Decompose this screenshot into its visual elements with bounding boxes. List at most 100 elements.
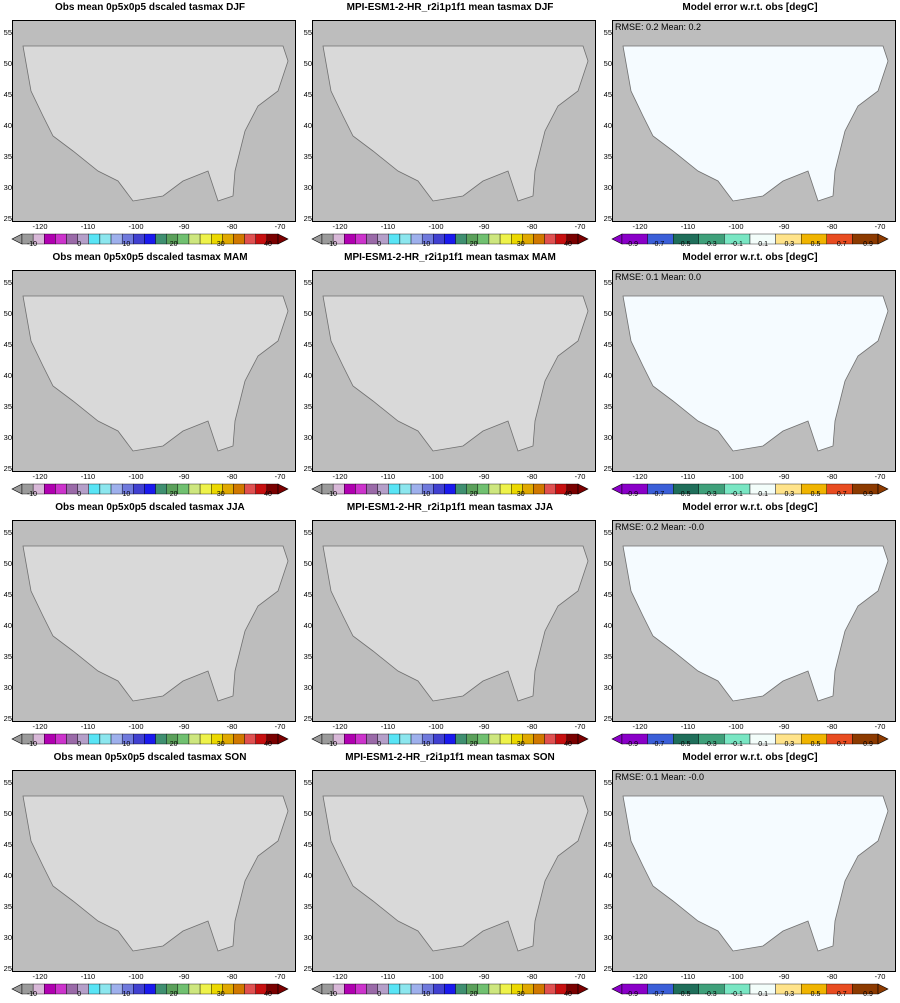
colorbar	[11, 233, 289, 245]
colorbar-swatch	[55, 733, 67, 745]
colorbar-tick-label: 0	[377, 491, 382, 498]
colorbar-tick-label: -0.9	[625, 741, 639, 748]
map-plot-area	[312, 520, 596, 722]
lat-tick-label: 45	[3, 840, 12, 849]
colorbar-tick-label: -0.9	[625, 491, 639, 498]
lat-tick-label: 50	[3, 309, 12, 318]
lon-tick-label: -80	[526, 222, 538, 231]
lat-tick-label: 35	[303, 152, 312, 161]
lon-tick-label: -80	[826, 222, 838, 231]
lat-tick-label: 50	[3, 809, 12, 818]
colorbar-under-arrow	[611, 483, 623, 495]
lat-tick-label: 50	[3, 559, 12, 568]
colorbar-tick-label: -0.7	[652, 491, 665, 498]
lat-tick-label: 25	[3, 464, 12, 473]
map-panel-err-2: Model error w.r.t. obs [degC] RMSE: 0.2 M…	[600, 500, 900, 750]
colorbar-tick-label: -0.1	[730, 241, 743, 248]
lon-tick-label: -70	[574, 722, 586, 731]
colorbar-under-arrow	[311, 233, 323, 245]
lat-tick-label: 25	[603, 714, 612, 723]
colorbar-swatch	[533, 983, 545, 995]
colorbar-swatch	[199, 733, 212, 745]
panel-title: Obs mean 0p5x0p5 dscaled tasmax JJA	[55, 502, 245, 513]
lat-tick-label: 55	[3, 778, 12, 787]
lon-tick-label: -90	[778, 722, 790, 731]
colorbar-swatch	[44, 983, 56, 995]
lat-tick-label: 45	[3, 590, 12, 599]
lat-tick-label: 40	[603, 121, 612, 130]
lon-tick-label: -120	[632, 722, 648, 731]
colorbar	[311, 233, 589, 245]
colorbar-swatch	[444, 983, 456, 995]
panel-title: Model error w.r.t. obs [degC]	[682, 752, 818, 763]
colorbar-tick-label: 0	[377, 741, 382, 748]
colorbar-tick-label: 0.9	[863, 991, 873, 998]
lon-tick-label: -110	[380, 472, 396, 481]
colorbar-tick-label: -0.5	[678, 741, 691, 748]
lat-tick-label: 35	[3, 902, 12, 911]
lat-tick-label: 40	[303, 871, 312, 880]
colorbar-tick-label: -0.7	[652, 991, 665, 998]
land-outline	[322, 795, 589, 952]
colorbar-swatch	[488, 233, 501, 245]
colorbar-under-arrow	[11, 233, 23, 245]
lon-tick-label: -80	[226, 472, 238, 481]
lat-tick-label: 50	[303, 809, 312, 818]
colorbar-over-arrow	[577, 983, 589, 995]
map-plot-area	[12, 270, 296, 472]
lat-tick-label: 25	[303, 964, 312, 973]
lat-tick-label: 35	[3, 152, 12, 161]
lat-tick-label: 30	[603, 933, 612, 942]
colorbar-swatch	[355, 983, 367, 995]
lon-tick-label: -110	[680, 472, 696, 481]
map-panel-err-1: Model error w.r.t. obs [degC] RMSE: 0.1 M…	[600, 250, 900, 500]
lon-tick-label: -70	[574, 472, 586, 481]
lat-tick-label: 35	[603, 902, 612, 911]
lat-tick-label: 30	[3, 433, 12, 442]
lat-tick-label: 45	[603, 590, 612, 599]
lon-tick-label: -100	[728, 722, 744, 731]
lat-tick-label: 55	[3, 28, 12, 37]
lon-tick-label: -80	[526, 972, 538, 981]
colorbar-tick-label: 30	[216, 741, 225, 748]
error-stats: RMSE: 0.2 Mean: -0.0	[615, 522, 705, 532]
map-canvas	[322, 45, 589, 202]
colorbar-tick-label: 20	[469, 741, 478, 748]
land-outline	[322, 295, 589, 452]
colorbar-tick-label: 10	[122, 491, 131, 498]
lat-tick-label: 45	[3, 90, 12, 99]
map-plot-area	[312, 20, 596, 222]
map-canvas	[622, 545, 889, 702]
land-outline	[622, 795, 889, 952]
colorbar-tick-label: 10	[122, 741, 131, 748]
colorbar-swatch	[55, 983, 67, 995]
colorbar-swatch	[144, 233, 156, 245]
lon-tick-label: -90	[478, 722, 490, 731]
lon-tick-label: -110	[80, 722, 96, 731]
map-plot-area	[312, 770, 596, 972]
lon-tick-label: -120	[32, 972, 48, 981]
colorbar-tick-label: 0.5	[810, 241, 821, 248]
colorbar-tick-label: 0	[77, 241, 82, 248]
panel-title: Model error w.r.t. obs [degC]	[682, 502, 818, 513]
colorbar-tick-label: -10	[26, 741, 38, 748]
lat-tick-label: 25	[3, 214, 12, 223]
lat-tick-label: 35	[603, 152, 612, 161]
colorbar-swatch	[188, 733, 201, 745]
lon-tick-label: -70	[274, 722, 286, 731]
colorbar-tick-label: 0.5	[810, 741, 821, 748]
colorbar-swatch	[99, 483, 112, 495]
lon-tick-label: -90	[778, 222, 790, 231]
colorbar-swatch	[388, 483, 401, 495]
lon-tick-label: -110	[380, 722, 396, 731]
colorbar-swatch	[399, 983, 412, 995]
lat-tick-label: 45	[303, 340, 312, 349]
lat-tick-label: 45	[603, 90, 612, 99]
lon-tick-label: -90	[178, 222, 190, 231]
colorbar-tick-label: 20	[169, 491, 178, 498]
lon-tick-label: -80	[826, 472, 838, 481]
colorbar-swatch	[188, 983, 201, 995]
lat-tick-label: 55	[303, 278, 312, 287]
colorbar-swatch	[99, 983, 112, 995]
colorbar-tick-label: -0.5	[678, 241, 691, 248]
